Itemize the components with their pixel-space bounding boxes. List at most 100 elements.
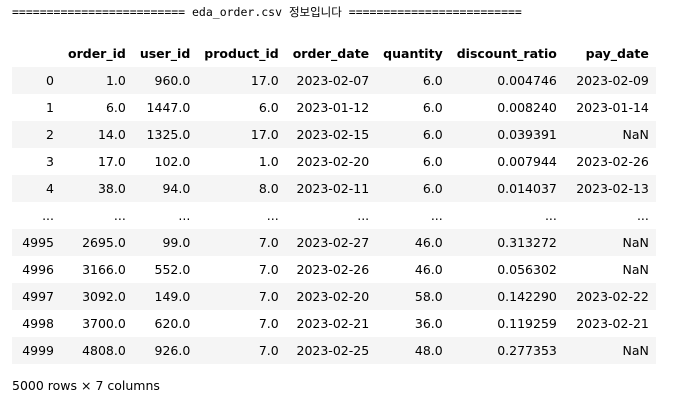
cell-pay-date: NaN xyxy=(622,127,649,142)
cell-quantity: 48.0 xyxy=(414,343,443,358)
cell-quantity: 6.0 xyxy=(422,181,443,196)
cell-user-id: 620.0 xyxy=(154,316,191,331)
column-header-order-date: order_date xyxy=(292,46,370,61)
table-row: 4998 3700.0 620.0 7.0 2023-02-21 36.0 0.… xyxy=(12,310,656,337)
cell-order-id: 3092.0 xyxy=(82,289,126,304)
row-index: 1 xyxy=(46,100,54,115)
cell-order-id: ... xyxy=(113,208,126,223)
column-header-quantity: quantity xyxy=(383,46,443,61)
row-index: 0 xyxy=(46,73,54,88)
row-index: 4995 xyxy=(22,235,54,250)
cell-order-id: 6.0 xyxy=(105,100,126,115)
cell-order-date: 2023-02-20 xyxy=(296,154,370,169)
cell-order-date: 2023-02-25 xyxy=(296,343,370,358)
cell-product-id: 6.0 xyxy=(258,100,279,115)
row-index: 2 xyxy=(46,127,54,142)
cell-order-date: 2023-02-27 xyxy=(296,235,370,250)
column-header-pay-date: pay_date xyxy=(585,46,649,61)
column-header-user-id: user_id xyxy=(139,46,191,61)
cell-quantity: 6.0 xyxy=(422,73,443,88)
row-index: 4 xyxy=(46,181,54,196)
row-index: 4999 xyxy=(22,343,54,358)
cell-discount-ratio: ... xyxy=(544,208,557,223)
cell-pay-date: NaN xyxy=(622,343,649,358)
dataframe-output: order_id user_id product_id order_date q… xyxy=(12,40,656,364)
cell-order-id: 2695.0 xyxy=(82,235,126,250)
cell-quantity: 6.0 xyxy=(422,154,443,169)
cell-pay-date: NaN xyxy=(622,262,649,277)
cell-user-id: 102.0 xyxy=(154,154,191,169)
cell-pay-date: 2023-01-14 xyxy=(576,100,649,115)
cell-pay-date: ... xyxy=(636,208,649,223)
column-header-discount-ratio: discount_ratio xyxy=(456,46,557,61)
table-row: 4997 3092.0 149.0 7.0 2023-02-20 58.0 0.… xyxy=(12,283,656,310)
cell-product-id: 7.0 xyxy=(258,262,279,277)
dataframe-shape-summary: 5000 rows × 7 columns xyxy=(12,378,160,393)
row-index: 4996 xyxy=(22,262,54,277)
table-row: 4995 2695.0 99.0 7.0 2023-02-27 46.0 0.3… xyxy=(12,229,656,256)
cell-user-id: 94.0 xyxy=(162,181,191,196)
dataframe-table: order_id user_id product_id order_date q… xyxy=(12,40,656,364)
cell-discount-ratio: 0.007944 xyxy=(497,154,557,169)
cell-discount-ratio: 0.313272 xyxy=(497,235,557,250)
row-index: 4997 xyxy=(22,289,54,304)
cell-discount-ratio: 0.277353 xyxy=(497,343,557,358)
cell-pay-date: 2023-02-22 xyxy=(576,289,649,304)
cell-quantity: 46.0 xyxy=(414,262,443,277)
table-row: 4999 4808.0 926.0 7.0 2023-02-25 48.0 0.… xyxy=(12,337,656,364)
cell-discount-ratio: 0.014037 xyxy=(497,181,557,196)
cell-order-date: 2023-02-15 xyxy=(296,127,370,142)
cell-order-date: 2023-02-26 xyxy=(296,262,370,277)
column-header-order-id: order_id xyxy=(68,46,126,61)
cell-quantity: 46.0 xyxy=(414,235,443,250)
row-index: 4998 xyxy=(22,316,54,331)
cell-order-date: 2023-01-12 xyxy=(296,100,370,115)
print-banner: ========================= eda_order.csv … xyxy=(12,5,522,19)
cell-pay-date: 2023-02-26 xyxy=(576,154,649,169)
cell-quantity: 58.0 xyxy=(414,289,443,304)
cell-order-id: 3700.0 xyxy=(82,316,126,331)
cell-pay-date: 2023-02-21 xyxy=(576,316,649,331)
cell-product-id: 17.0 xyxy=(250,73,279,88)
row-index: 3 xyxy=(46,154,54,169)
cell-product-id: 1.0 xyxy=(258,154,279,169)
cell-order-date: ... xyxy=(357,208,370,223)
cell-pay-date: 2023-02-09 xyxy=(576,73,649,88)
cell-product-id: 8.0 xyxy=(258,181,279,196)
table-row-ellipsis: ... ... ... ... ... ... ... ... xyxy=(12,202,656,229)
cell-discount-ratio: 0.039391 xyxy=(497,127,557,142)
table-row: 4 38.0 94.0 8.0 2023-02-11 6.0 0.014037 … xyxy=(12,175,656,202)
cell-quantity: ... xyxy=(430,208,443,223)
cell-product-id: 7.0 xyxy=(258,316,279,331)
cell-order-date: 2023-02-21 xyxy=(296,316,370,331)
cell-user-id: ... xyxy=(178,208,191,223)
cell-user-id: 1447.0 xyxy=(146,100,191,115)
cell-user-id: 149.0 xyxy=(154,289,191,304)
cell-order-id: 38.0 xyxy=(97,181,126,196)
cell-product-id: 17.0 xyxy=(250,127,279,142)
table-row: 1 6.0 1447.0 6.0 2023-01-12 6.0 0.008240… xyxy=(12,94,656,121)
cell-order-id: 4808.0 xyxy=(82,343,126,358)
cell-quantity: 6.0 xyxy=(422,100,443,115)
cell-order-id: 3166.0 xyxy=(82,262,126,277)
cell-product-id: 7.0 xyxy=(258,289,279,304)
cell-quantity: 36.0 xyxy=(414,316,443,331)
cell-discount-ratio: 0.008240 xyxy=(497,100,557,115)
cell-order-date: 2023-02-11 xyxy=(296,181,370,196)
column-header-product-id: product_id xyxy=(204,46,279,61)
cell-discount-ratio: 0.004746 xyxy=(497,73,557,88)
cell-product-id: ... xyxy=(266,208,279,223)
cell-user-id: 99.0 xyxy=(162,235,191,250)
table-row: 0 1.0 960.0 17.0 2023-02-07 6.0 0.004746… xyxy=(12,67,656,94)
cell-user-id: 552.0 xyxy=(154,262,191,277)
cell-product-id: 7.0 xyxy=(258,343,279,358)
table-row: 2 14.0 1325.0 17.0 2023-02-15 6.0 0.0393… xyxy=(12,121,656,148)
cell-discount-ratio: 0.119259 xyxy=(497,316,557,331)
cell-user-id: 1325.0 xyxy=(146,127,191,142)
cell-order-id: 1.0 xyxy=(105,73,126,88)
cell-user-id: 926.0 xyxy=(154,343,191,358)
index-header xyxy=(12,40,61,67)
cell-user-id: 960.0 xyxy=(154,73,191,88)
table-row: 4996 3166.0 552.0 7.0 2023-02-26 46.0 0.… xyxy=(12,256,656,283)
cell-quantity: 6.0 xyxy=(422,127,443,142)
